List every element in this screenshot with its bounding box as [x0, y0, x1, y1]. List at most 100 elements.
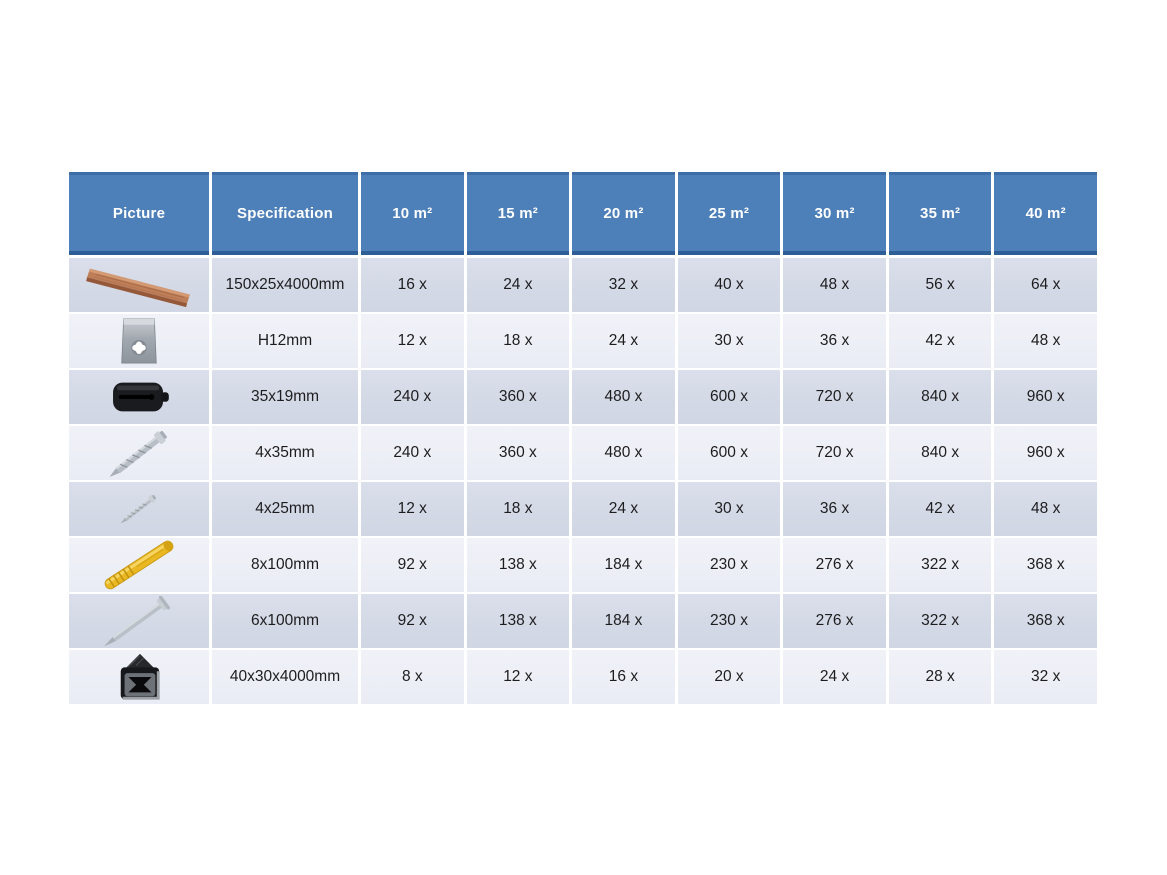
header-specification: Specification: [212, 172, 358, 255]
quantity-cell: 368 x: [994, 594, 1097, 648]
specification-cell: 8x100mm: [212, 538, 358, 592]
header-35m2: 35 m²: [888, 172, 992, 255]
quantity-cell: 240 x: [361, 370, 464, 424]
table-row: 4x35mm 240 x 360 x 480 x 600 x 720 x 840 x 960…: [69, 426, 1097, 480]
quantity-cell: 56 x: [888, 258, 992, 312]
quantity-cell: 276 x: [783, 538, 886, 592]
quantity-cell: 840 x: [888, 426, 992, 480]
quantity-cell: 230 x: [677, 594, 781, 648]
header-10m2: 10 m²: [361, 172, 464, 255]
decking-board-icon: [76, 260, 202, 310]
quantity-cell: 28 x: [888, 650, 992, 704]
quantity-cell: 360 x: [466, 370, 570, 424]
quantity-cell: 64 x: [994, 258, 1097, 312]
header-picture: Picture: [69, 172, 209, 255]
quantity-cell: 184 x: [572, 594, 675, 648]
quantity-cell: 48 x: [994, 314, 1097, 368]
screw-small-icon: [76, 484, 202, 534]
header-40m2: 40 m²: [994, 172, 1097, 255]
quantity-cell: 42 x: [888, 482, 992, 536]
joist-profile-icon: [76, 652, 202, 702]
specification-cell: 4x25mm: [212, 482, 358, 536]
quantity-cell: 322 x: [888, 594, 992, 648]
quantity-cell: 8 x: [361, 650, 464, 704]
picture-cell: [69, 370, 209, 424]
quantity-cell: 720 x: [783, 370, 886, 424]
quantity-cell: 30 x: [677, 482, 781, 536]
screw-large-icon: [76, 428, 202, 478]
specification-cell: 35x19mm: [212, 370, 358, 424]
picture-cell: [69, 594, 209, 648]
table-body: 150x25x4000mm 16 x 24 x 32 x 40 x 48 x 56 x 64…: [69, 258, 1097, 704]
quantity-cell: 960 x: [994, 426, 1097, 480]
quantity-cell: 368 x: [994, 538, 1097, 592]
product-parts-table: Picture Specification 10 m² 15 m² 20 m² …: [69, 172, 1097, 706]
quantity-cell: 276 x: [783, 594, 886, 648]
table-row: H12mm 12 x 18 x 24 x 30 x 36 x 42 x 48 x: [69, 314, 1097, 368]
picture-cell: [69, 426, 209, 480]
quantity-cell: 480 x: [572, 370, 675, 424]
quantity-cell: 360 x: [466, 426, 570, 480]
quantity-cell: 138 x: [466, 594, 570, 648]
quantity-cell: 240 x: [361, 426, 464, 480]
quantity-cell: 42 x: [888, 314, 992, 368]
picture-cell: [69, 482, 209, 536]
quantity-cell: 138 x: [466, 538, 570, 592]
table-row: 35x19mm 240 x 360 x 480 x 600 x 720 x 840 x 96…: [69, 370, 1097, 424]
table-row: 4x25mm 12 x 18 x 24 x 30 x 36 x 42 x 48 x: [69, 482, 1097, 536]
quantity-cell: 32 x: [994, 650, 1097, 704]
quantity-cell: 600 x: [677, 426, 781, 480]
specification-cell: 4x35mm: [212, 426, 358, 480]
quantity-cell: 18 x: [466, 482, 570, 536]
specification-cell: 150x25x4000mm: [212, 258, 358, 312]
header-30m2: 30 m²: [783, 172, 886, 255]
quantity-cell: 32 x: [572, 258, 675, 312]
quantity-cell: 24 x: [572, 482, 675, 536]
quantity-cell: 24 x: [572, 314, 675, 368]
quantity-cell: 24 x: [466, 258, 570, 312]
quantity-cell: 36 x: [783, 482, 886, 536]
quantity-cell: 16 x: [572, 650, 675, 704]
picture-cell: [69, 314, 209, 368]
metal-clip-icon: [76, 316, 202, 366]
quantity-cell: 92 x: [361, 538, 464, 592]
table-row: 8x100mm 92 x 138 x 184 x 230 x 276 x 322 x 368…: [69, 538, 1097, 592]
table-row: 150x25x4000mm 16 x 24 x 32 x 40 x 48 x 56 x 64…: [69, 258, 1097, 312]
table-header: Picture Specification 10 m² 15 m² 20 m² …: [69, 172, 1097, 255]
quantity-cell: 20 x: [677, 650, 781, 704]
quantity-cell: 12 x: [466, 650, 570, 704]
quantity-cell: 720 x: [783, 426, 886, 480]
header-15m2: 15 m²: [466, 172, 570, 255]
picture-cell: [69, 538, 209, 592]
quantity-cell: 18 x: [466, 314, 570, 368]
picture-cell: [69, 258, 209, 312]
quantity-cell: 480 x: [572, 426, 675, 480]
header-20m2: 20 m²: [572, 172, 675, 255]
wall-plug-icon: [76, 540, 202, 590]
quantity-cell: 48 x: [994, 482, 1097, 536]
specification-cell: 6x100mm: [212, 594, 358, 648]
quantity-cell: 36 x: [783, 314, 886, 368]
quantity-cell: 12 x: [361, 314, 464, 368]
quantity-cell: 30 x: [677, 314, 781, 368]
table-row: 6x100mm 92 x 138 x 184 x 230 x 276 x 322 x 368…: [69, 594, 1097, 648]
quantity-cell: 92 x: [361, 594, 464, 648]
quantity-cell: 600 x: [677, 370, 781, 424]
plastic-clip-icon: [76, 372, 202, 422]
quantity-cell: 16 x: [361, 258, 464, 312]
nail-icon: [76, 596, 202, 646]
quantity-cell: 48 x: [783, 258, 886, 312]
quantity-cell: 12 x: [361, 482, 464, 536]
picture-cell: [69, 650, 209, 704]
quantity-cell: 840 x: [888, 370, 992, 424]
table-row: 40x30x4000mm 8 x 12 x 16 x 20 x 24 x 28 x 32 x: [69, 650, 1097, 704]
quantity-cell: 322 x: [888, 538, 992, 592]
quantity-cell: 184 x: [572, 538, 675, 592]
quantity-cell: 24 x: [783, 650, 886, 704]
specification-cell: H12mm: [212, 314, 358, 368]
quantity-cell: 960 x: [994, 370, 1097, 424]
header-25m2: 25 m²: [677, 172, 781, 255]
quantity-cell: 40 x: [677, 258, 781, 312]
specification-cell: 40x30x4000mm: [212, 650, 358, 704]
